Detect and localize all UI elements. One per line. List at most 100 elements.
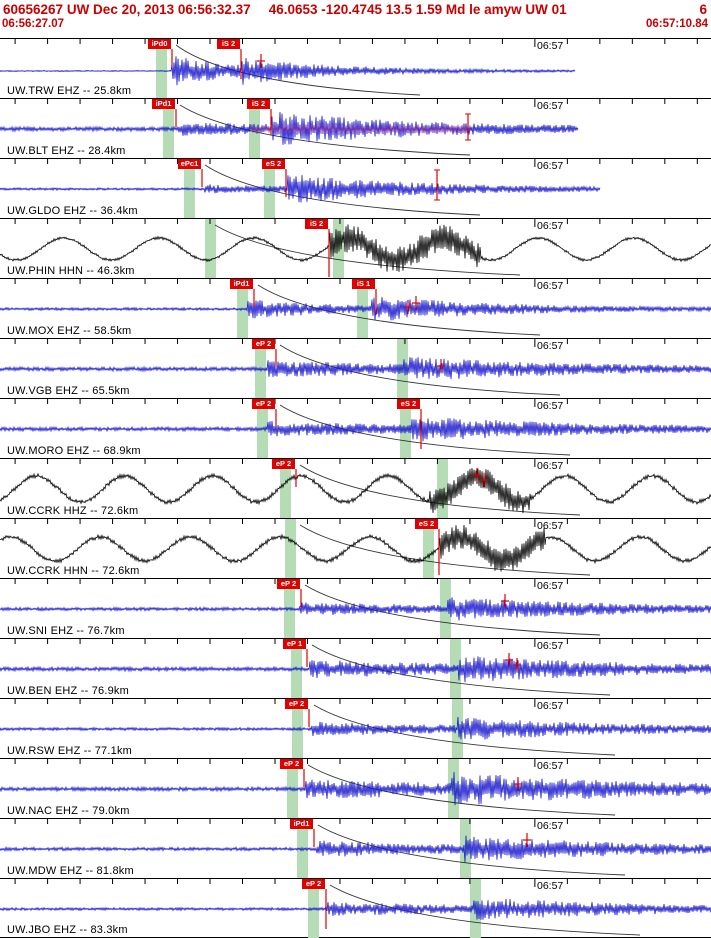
- moveout-curve: [307, 764, 616, 816]
- station-label: UW.VGB EHZ -- 65.5km: [7, 385, 130, 397]
- phase-pick-flag[interactable]: eS 2: [262, 159, 285, 169]
- seismogram-trace[interactable]: [0, 771, 711, 806]
- phase-pick-flag[interactable]: eP 2: [277, 579, 300, 589]
- station-label: UW.CCRK HHN -- 72.6km: [7, 565, 140, 577]
- seismogram-trace[interactable]: [0, 597, 711, 621]
- moveout-curve: [204, 164, 481, 216]
- event-summary-line: 60656267 UW Dec 20, 2013 06:56:32.37 46.…: [0, 0, 711, 17]
- minute-tick-label: 06:57: [537, 100, 564, 112]
- trace-row[interactable]: 06:57 UW.MDW EHZ -- 81.8km iPd1: [0, 818, 711, 879]
- seismogram-trace[interactable]: [0, 656, 711, 683]
- phase-pick-flag[interactable]: eP 2: [280, 759, 303, 769]
- phase-pick-flag[interactable]: eS 2: [397, 399, 420, 409]
- waveform-plot[interactable]: [0, 639, 711, 699]
- waveform-plot[interactable]: [0, 159, 711, 219]
- trace-row[interactable]: 06:57 UW.BLT EHZ -- 28.4km iPd1 iS 2: [0, 98, 711, 159]
- event-id-origin: 60656267 UW Dec 20, 2013 06:56:32.37: [3, 2, 251, 17]
- waveform-plot[interactable]: [0, 819, 711, 879]
- moveout-curve: [279, 344, 561, 396]
- waveform-plot[interactable]: [0, 519, 711, 579]
- minute-tick-label: 06:57: [537, 700, 564, 712]
- station-label: UW.BLT EHZ -- 28.4km: [7, 145, 126, 157]
- seismogram-trace[interactable]: [0, 56, 576, 86]
- moveout-curve: [279, 404, 571, 456]
- phase-pick-flag[interactable]: eP 1: [283, 639, 306, 649]
- waveform-plot[interactable]: [0, 399, 711, 459]
- moveout-curve: [317, 824, 626, 876]
- phase-pick-flag[interactable]: iPd1: [152, 99, 175, 109]
- phase-pick-flag[interactable]: iS 2: [305, 219, 328, 229]
- seismogram-trace[interactable]: [0, 175, 601, 203]
- minute-tick-label: 06:57: [537, 40, 564, 52]
- phase-pick-flag[interactable]: iPd0: [148, 39, 171, 49]
- moveout-curve: [329, 884, 641, 936]
- phase-pick-flag[interactable]: iS 2: [247, 99, 270, 109]
- trace-row[interactable]: 06:57 UW.CCRK HHZ -- 72.6km eP 2: [0, 458, 711, 519]
- trace-row[interactable]: 06:57 UW.NAC EHZ -- 79.0km eP 2: [0, 758, 711, 819]
- trace-row[interactable]: 06:57 UW.MORO EHZ -- 68.9km eP 2 eS 2: [0, 398, 711, 459]
- seismogram-trace[interactable]: [0, 357, 711, 380]
- minute-tick-label: 06:57: [537, 160, 564, 172]
- trace-row[interactable]: 06:57 UW.TRW EHZ -- 25.8km iPd0 iS 2: [0, 38, 711, 99]
- arrival-window-band: [423, 519, 434, 579]
- phase-pick-flag[interactable]: iS 1: [352, 279, 375, 289]
- seismogram-trace[interactable]: [0, 716, 711, 740]
- moveout-curve: [313, 704, 616, 756]
- waveform-plot[interactable]: [0, 339, 711, 399]
- seismogram-trace[interactable]: [0, 297, 711, 321]
- seismogram-trace[interactable]: [0, 835, 711, 863]
- waveform-plot[interactable]: [0, 219, 711, 279]
- seismogram-trace[interactable]: [0, 418, 711, 442]
- window-end-time: 06:57:10.84: [645, 18, 708, 30]
- overlay-trace: [249, 124, 471, 134]
- station-label: UW.MDW EHZ -- 81.8km: [7, 865, 134, 877]
- minute-tick-label: 06:57: [537, 640, 564, 652]
- waveform-plot[interactable]: [0, 459, 711, 519]
- waveform-plot[interactable]: [0, 579, 711, 639]
- time-window-line: 06:56:27.07 06:57:10.84: [0, 17, 711, 30]
- phase-pick-flag[interactable]: eP 2: [272, 459, 295, 469]
- seismogram-trace[interactable]: [0, 468, 711, 514]
- station-label: UW.BEN EHZ -- 76.9km: [7, 685, 129, 697]
- seismogram-trace[interactable]: [0, 898, 711, 920]
- seismogram-trace[interactable]: [0, 224, 711, 272]
- minute-tick-label: 06:57: [537, 520, 564, 532]
- trace-row[interactable]: 06:57 UW.VGB EHZ -- 65.5km eP 2: [0, 338, 711, 399]
- trace-row[interactable]: 06:57 UW.MOX EHZ -- 58.5km iPd1 iS 1: [0, 278, 711, 339]
- trace-row[interactable]: 06:57 UW.CCRK HHN -- 72.6km eS 2: [0, 518, 711, 579]
- waveform-plot[interactable]: [0, 279, 711, 339]
- arrival-window-band: [452, 699, 463, 759]
- waveform-plot[interactable]: [0, 879, 711, 938]
- waveform-plot[interactable]: [0, 39, 711, 99]
- phase-pick-flag[interactable]: eS 2: [415, 519, 438, 529]
- arrival-window-band: [205, 219, 216, 279]
- moveout-curve: [175, 44, 421, 96]
- phase-pick-flag[interactable]: eP 2: [302, 879, 325, 889]
- phase-pick-flag[interactable]: eP 2: [252, 339, 275, 349]
- phase-pick-flag[interactable]: iPd1: [290, 819, 313, 829]
- phase-pick-flag[interactable]: ePc1: [178, 159, 201, 169]
- phase-pick-flag[interactable]: iPd1: [230, 279, 253, 289]
- seismogram-trace[interactable]: [0, 112, 579, 145]
- arrival-window-band: [156, 39, 167, 99]
- station-label: UW.RSW EHZ -- 77.1km: [7, 745, 133, 757]
- event-header: 60656267 UW Dec 20, 2013 06:56:32.37 46.…: [0, 0, 711, 38]
- phase-pick-flag[interactable]: eP 2: [252, 399, 275, 409]
- trace-row[interactable]: 06:57 UW.GLDO EHZ -- 36.4km ePc1 eS 2: [0, 158, 711, 219]
- trace-row[interactable]: 06:57 UW.JBO EHZ -- 83.3km eP 2: [0, 878, 711, 938]
- minute-tick-label: 06:57: [537, 400, 564, 412]
- moveout-curve: [299, 524, 591, 576]
- phase-pick-flag[interactable]: iS 2: [217, 39, 240, 49]
- moveout-curve: [257, 284, 541, 336]
- trace-row[interactable]: 06:57 UW.SNI EHZ -- 76.7km eP 2: [0, 578, 711, 639]
- phase-pick-flag[interactable]: eP 2: [285, 699, 308, 709]
- event-flag-digit: 6: [699, 2, 707, 17]
- trace-row[interactable]: 06:57 UW.PHIN HHN -- 46.3km iS 2: [0, 218, 711, 279]
- waveform-plot[interactable]: [0, 99, 711, 159]
- trace-row[interactable]: 06:57 UW.RSW EHZ -- 77.1km eP 2: [0, 698, 711, 759]
- waveform-plot[interactable]: [0, 759, 711, 819]
- minute-tick-label: 06:57: [537, 880, 564, 892]
- seismogram-trace[interactable]: [0, 524, 711, 572]
- trace-row[interactable]: 06:57 UW.BEN EHZ -- 76.9km eP 1: [0, 638, 711, 699]
- minute-tick-label: 06:57: [537, 220, 564, 232]
